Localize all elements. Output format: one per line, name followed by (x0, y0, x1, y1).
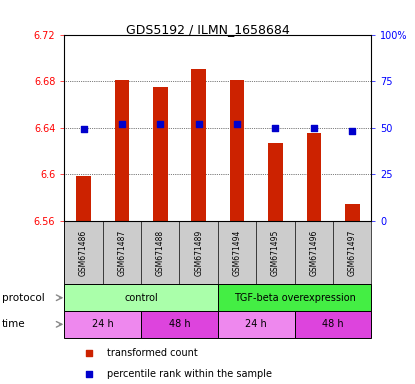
Text: GSM671495: GSM671495 (271, 229, 280, 276)
Bar (141, 311, 218, 338)
Text: TGF-beta overexpression: TGF-beta overexpression (234, 293, 356, 303)
Bar (115, 80, 129, 221)
Text: GSM671487: GSM671487 (117, 229, 127, 276)
Bar (230, 80, 244, 221)
Bar (64, 285, 218, 311)
Text: GSM671494: GSM671494 (232, 229, 242, 276)
Text: 24 h: 24 h (245, 319, 267, 329)
Bar (218, 311, 295, 338)
Bar (191, 70, 206, 221)
Text: GSM671486: GSM671486 (79, 229, 88, 276)
Bar (76, 177, 91, 221)
Bar (218, 285, 371, 311)
Text: GSM671489: GSM671489 (194, 229, 203, 276)
Point (80, 126, 87, 132)
Text: GSM671497: GSM671497 (348, 229, 357, 276)
Text: GSM671488: GSM671488 (156, 230, 165, 276)
Bar (64, 311, 141, 338)
Text: GSM671496: GSM671496 (309, 229, 318, 276)
Point (310, 124, 317, 131)
Point (272, 124, 279, 131)
Text: time: time (2, 319, 26, 329)
Bar (153, 87, 168, 221)
Text: 48 h: 48 h (322, 319, 344, 329)
Text: 48 h: 48 h (168, 319, 190, 329)
Point (195, 121, 202, 127)
Text: 24 h: 24 h (92, 319, 114, 329)
Text: percentile rank within the sample: percentile rank within the sample (107, 369, 272, 379)
Bar (345, 204, 359, 221)
Point (349, 128, 356, 134)
Bar (307, 133, 321, 221)
Point (157, 121, 164, 127)
Text: control: control (124, 293, 158, 303)
Point (119, 121, 125, 127)
Point (234, 121, 240, 127)
Text: transformed count: transformed count (107, 348, 198, 358)
Bar (295, 311, 371, 338)
Text: protocol: protocol (2, 293, 45, 303)
Bar (268, 143, 283, 221)
Text: GDS5192 / ILMN_1658684: GDS5192 / ILMN_1658684 (126, 23, 289, 36)
